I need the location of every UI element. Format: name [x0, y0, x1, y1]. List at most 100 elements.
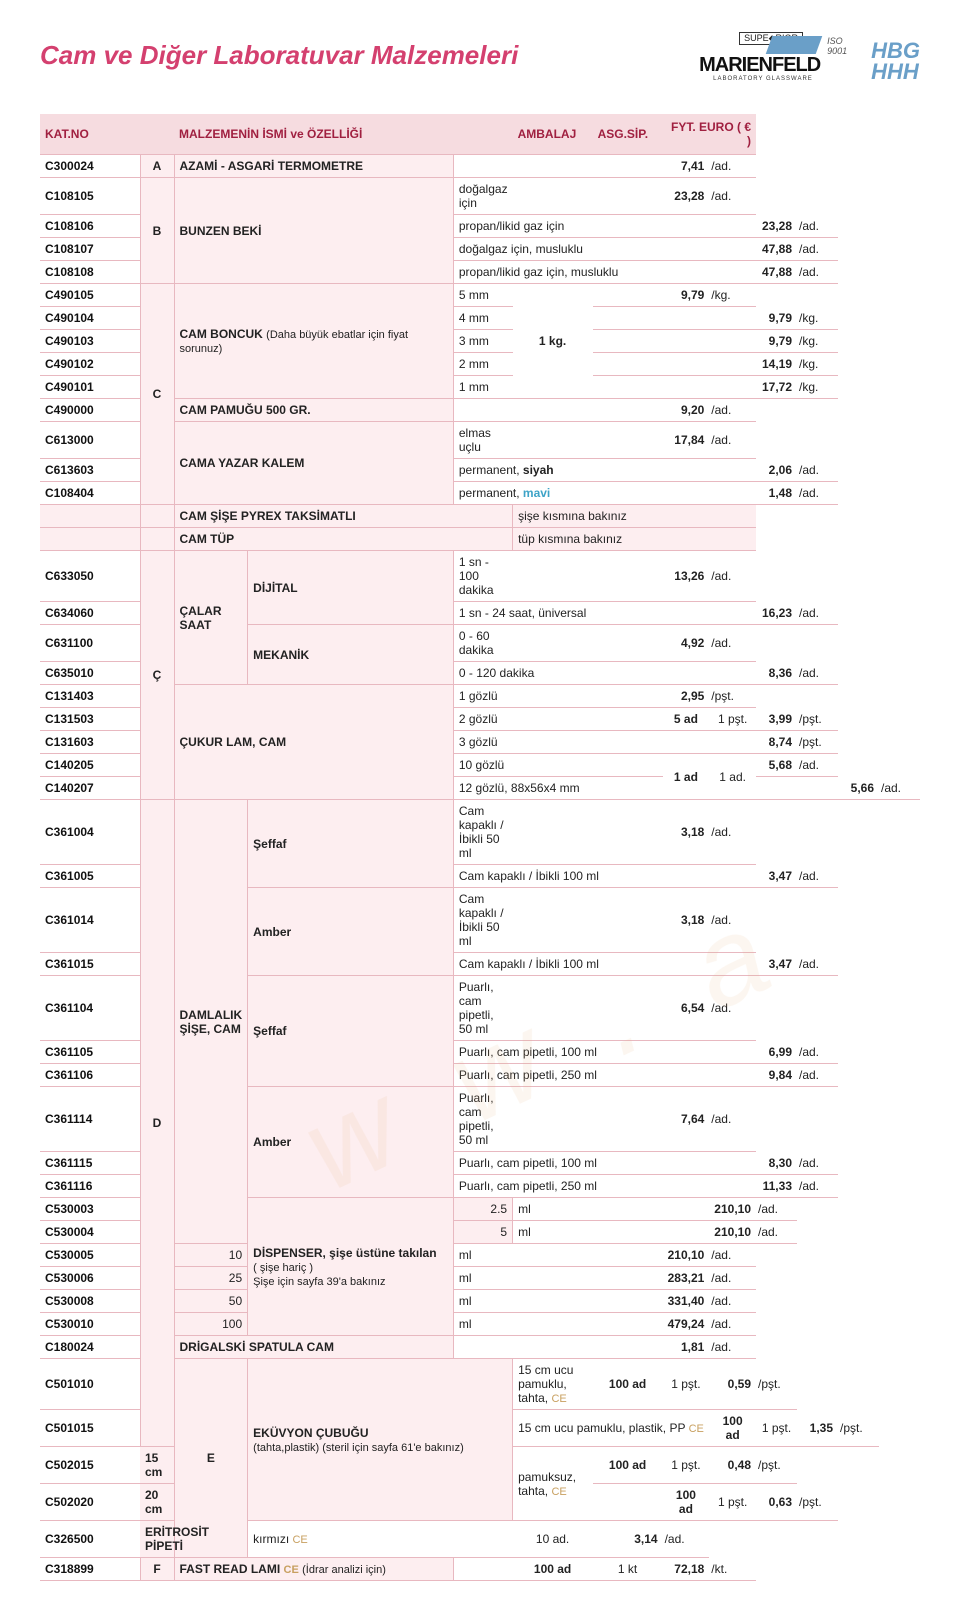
cell-name: CAM PAMUĞU 500 GR.	[174, 399, 453, 422]
cell-spec: Cam kapaklı / İbikli 100 ml	[453, 953, 662, 976]
cell-ambalaj: 1 ad	[663, 754, 710, 800]
cell-price: 1,48	[756, 482, 797, 505]
cell-price: 11,33	[756, 1175, 797, 1198]
cell-group: A	[140, 155, 174, 178]
cell-spec	[593, 1484, 663, 1521]
cell-catno: C361014	[40, 888, 140, 953]
cell-sip	[709, 662, 756, 685]
page-title: Cam ve Diğer Laboratuvar Malzemeleri	[40, 40, 518, 71]
cell-ambalaj	[663, 1175, 710, 1198]
cell-subtype: MEKANİK	[248, 625, 454, 685]
cell-spec: Cam kapaklı / İbikli 50 ml	[453, 800, 512, 865]
cell-spec: 12 gözlü, 88x56x4 mm	[453, 777, 662, 800]
cell-subtype: Şeffaf	[248, 976, 454, 1087]
cell-spec	[453, 1558, 512, 1581]
cell-price: 6,54	[663, 976, 710, 1041]
cell-sip	[663, 1221, 710, 1244]
cell-spec: 15 cm ucu pamuklu, tahta, CE	[513, 1359, 593, 1410]
cell-subtype: Amber	[248, 1087, 454, 1198]
cell-group: D	[140, 800, 174, 1447]
cell-sip	[593, 1087, 663, 1152]
cell-unit: /kg.	[797, 376, 838, 399]
cell-name: BUNZEN BEKİ	[174, 178, 453, 284]
cell-sip	[709, 1041, 756, 1064]
cell-spec: propan/likid gaz için, musluklu	[453, 261, 662, 284]
cell-price: 9,20	[663, 399, 710, 422]
cell-sip	[593, 1267, 663, 1290]
cell-sip	[709, 602, 756, 625]
cell-sip	[709, 1064, 756, 1087]
cell-spec: Puarlı, cam pipetli, 100 ml	[453, 1041, 662, 1064]
cell-ambalaj: 100 ad	[663, 1484, 710, 1521]
cell-spec: doğalgaz için, musluklu	[453, 238, 662, 261]
cell-spec: ml	[453, 1313, 512, 1336]
cell-catno: C634060	[40, 602, 140, 625]
iso-shape	[766, 36, 823, 54]
cell-sip	[709, 1175, 756, 1198]
cell-price: 479,24	[663, 1313, 710, 1336]
cell-price: 7,64	[663, 1087, 710, 1152]
cell-sip	[593, 800, 663, 865]
cell-price: 3,99	[756, 708, 797, 731]
cell-ambalaj: 100 ad	[513, 1558, 593, 1581]
marienfeld-sub: LABORATORY GLASSWARE	[713, 76, 813, 82]
cell-price: 0,63	[756, 1484, 797, 1521]
cell-unit: /kg.	[797, 330, 838, 353]
cell-catno: C108108	[40, 261, 140, 284]
cell-price: 3,18	[663, 800, 710, 865]
cell-unit: /ad.	[797, 459, 838, 482]
hbg-line2: HHH	[871, 62, 920, 83]
cell-price: 9,84	[756, 1064, 797, 1087]
cell-catno: C361115	[40, 1152, 140, 1175]
cell-unit: /ad.	[709, 1313, 756, 1336]
cell-unit: /ad.	[797, 215, 838, 238]
cell-sip	[593, 155, 663, 178]
cell-spec: kırmızı CE	[248, 1521, 454, 1558]
cell-ambalaj	[593, 1221, 663, 1244]
cell-price: 9,79	[756, 330, 797, 353]
cell-catno: C361104	[40, 976, 140, 1041]
cell-price: 5,68	[756, 754, 797, 777]
cell-unit: /pşt.	[797, 1484, 838, 1521]
cell-unit: /pşt.	[709, 685, 756, 708]
cell-unit: /ad.	[797, 602, 838, 625]
cell-catno: C108107	[40, 238, 140, 261]
cell-catno: C108106	[40, 215, 140, 238]
cell-ambalaj	[513, 178, 593, 215]
cell-spec: ml	[513, 1198, 593, 1221]
cell-price: 283,21	[663, 1267, 710, 1290]
cell-spec: Puarlı, cam pipetli, 100 ml	[453, 1152, 662, 1175]
cell-sip	[709, 953, 756, 976]
cell-price: 210,10	[709, 1198, 756, 1221]
cell-unit: /ad.	[663, 1521, 710, 1558]
cell-ambalaj	[513, 1087, 593, 1152]
cell-catno: C361105	[40, 1041, 140, 1064]
cell-price: 9,79	[756, 307, 797, 330]
cell-spec: Cam kapaklı / İbikli 100 ml	[453, 865, 662, 888]
cell-ambalaj	[513, 685, 593, 708]
table-row: C361004DDAMLALIK ŞİŞE, CAMŞeffafCam kapa…	[40, 800, 920, 865]
hbg-logo: HBG HHH	[871, 41, 920, 83]
cell-spec: 5 mm	[453, 284, 512, 307]
cell-price: 13,26	[663, 551, 710, 602]
cell-ambalaj	[513, 551, 593, 602]
table-row: CAM TÜPtüp kısmına bakınız	[40, 528, 920, 551]
cell-unit: /ad.	[797, 1175, 838, 1198]
cell-price: 17,84	[663, 422, 710, 459]
cell-ambalaj	[663, 330, 710, 353]
cell-price: 1,35	[797, 1410, 838, 1447]
cell-ambalaj	[663, 1041, 710, 1064]
cell-price: 23,28	[756, 215, 797, 238]
cell-spec: propan/likid gaz için	[453, 215, 662, 238]
cell-price: 210,10	[663, 1244, 710, 1267]
table-header-row: KAT.NO MALZEMENİN İSMİ ve ÖZELLİĞİ AMBAL…	[40, 114, 920, 155]
cell-price: 3,47	[756, 953, 797, 976]
cell-size: 5	[453, 1221, 512, 1244]
cell-sip	[593, 1336, 663, 1359]
cell-catno: C490104	[40, 307, 140, 330]
table-row: C300024AAZAMİ - ASGARİ TERMOMETRE7,41/ad…	[40, 155, 920, 178]
cell-ambalaj	[663, 238, 710, 261]
cell-ambalaj	[513, 1244, 593, 1267]
cell-sip	[593, 888, 663, 953]
table-row: C326500ERİTROSİT PİPETİkırmızı CE10 ad.3…	[40, 1521, 920, 1558]
